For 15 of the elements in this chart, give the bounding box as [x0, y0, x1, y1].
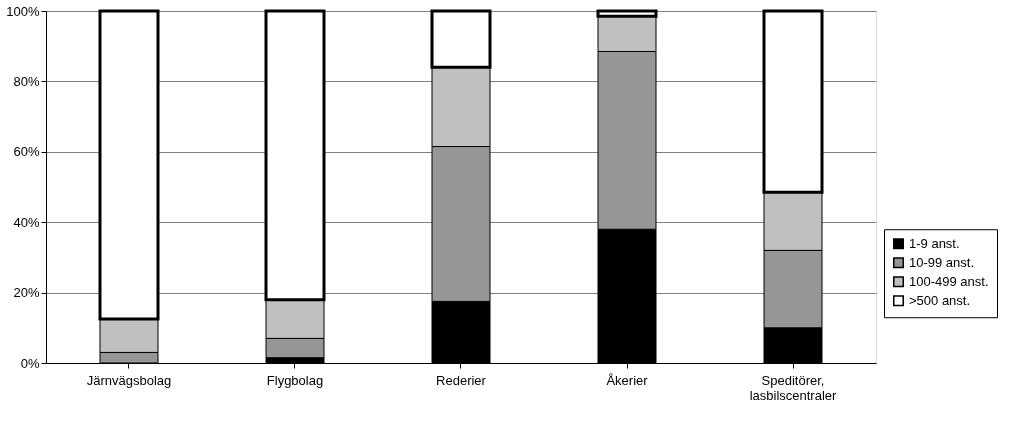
legend-label: 1-9 anst.: [909, 235, 960, 251]
y-tick-label: 80%: [13, 73, 40, 89]
x-tick-label: Speditörer, lasbilscentraler: [749, 372, 838, 403]
y-tick-label: 100%: [6, 3, 40, 19]
y-tick-label: 0%: [20, 355, 40, 371]
legend-label: >500 anst.: [909, 292, 971, 308]
x-tick-label: Rederier: [436, 372, 487, 388]
legend-label: 100-499 anst.: [909, 273, 989, 289]
y-tick-label: 60%: [13, 144, 40, 160]
legend-label: 10-99 anst.: [909, 254, 975, 270]
x-tick-label: Flygbolag: [266, 372, 324, 388]
x-tick-label: Järnvägsbolag: [86, 372, 172, 388]
y-tick-label: 40%: [13, 214, 40, 230]
y-tick-label: 20%: [13, 285, 40, 301]
x-tick-label: Åkerier: [606, 372, 649, 388]
